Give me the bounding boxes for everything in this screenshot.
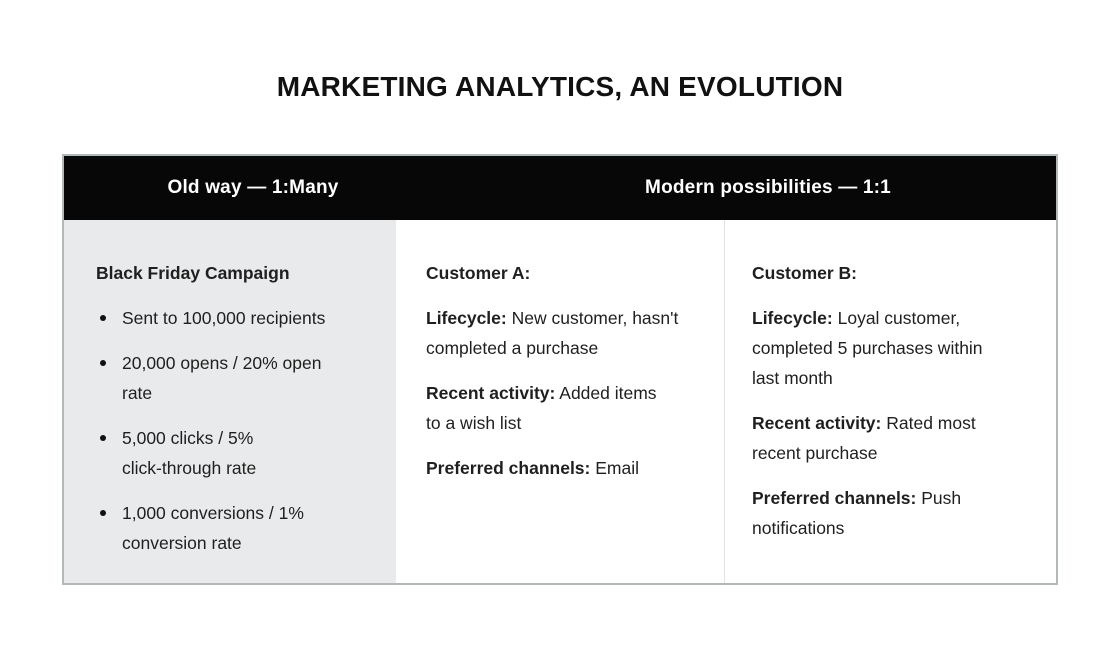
customer-b-recent-activity: Recent activity: Rated most recent purch… (752, 408, 1032, 468)
column-customer-a: Customer A: Lifecycle: New customer, has… (396, 220, 725, 583)
table-header-row: Old way — 1:Many Modern possibilities — … (64, 156, 1056, 220)
field-value: Loyal customer, completed 5 purchases wi… (752, 308, 983, 388)
bullet-item-opens: 20,000 opens / 20% open rate (96, 348, 364, 408)
bullet-dot-icon (100, 510, 106, 516)
column-black-friday-campaign: Black Friday Campaign Sent to 100,000 re… (64, 220, 396, 583)
field-value: Email (595, 458, 640, 478)
field-label: Recent activity: (426, 383, 556, 403)
customer-a-heading: Customer A: (426, 263, 531, 283)
header-old-way: Old way — 1:Many (167, 177, 339, 198)
bullet-text: Sent to 100,000 recipients (122, 308, 326, 328)
bullet-text: 1,000 conversions / 1% conversion rate (122, 503, 304, 553)
bullet-text: 5,000 clicks / 5% click-through rate (122, 428, 257, 478)
customer-b-heading: Customer B: (752, 263, 858, 283)
field-value: New customer, hasn't completed a purchas… (426, 308, 679, 358)
bullet-item-clicks: 5,000 clicks / 5% click-through rate (96, 423, 364, 483)
comparison-table: Old way — 1:Many Modern possibilities — … (62, 154, 1058, 585)
bullet-dot-icon (100, 315, 106, 321)
column-customer-b: Customer B: Lifecycle: Loyal customer, c… (725, 220, 1056, 583)
field-value: Rated most recent purchase (752, 413, 976, 463)
field-label: Lifecycle: (426, 308, 507, 328)
bullet-text: 20,000 opens / 20% open rate (122, 353, 322, 403)
page-title: MARKETING ANALYTICS, AN EVOLUTION (276, 71, 844, 102)
header-modern-possibilities: Modern possibilities — 1:1 (645, 177, 891, 198)
field-label: Preferred channels: (426, 458, 591, 478)
bullet-item-recipients: Sent to 100,000 recipients (96, 303, 364, 333)
bullet-dot-icon (100, 360, 106, 366)
field-value: Push notifications (752, 488, 962, 538)
bullet-dot-icon (100, 435, 106, 441)
table-body: Black Friday Campaign Sent to 100,000 re… (64, 220, 1056, 583)
field-label: Preferred channels: (752, 488, 917, 508)
bullet-item-conversions: 1,000 conversions / 1% conversion rate (96, 498, 364, 558)
customer-b-lifecycle: Lifecycle: Loyal customer, completed 5 p… (752, 303, 1032, 393)
customer-a-recent-activity: Recent activity: Added items to a wish l… (426, 378, 704, 438)
customer-b-preferred-channels: Preferred channels: Push notifications (752, 483, 1032, 543)
campaign-bullet-list: Sent to 100,000 recipients 20,000 opens … (96, 303, 364, 558)
campaign-heading: Black Friday Campaign (96, 263, 290, 283)
customer-a-lifecycle: Lifecycle: New customer, hasn't complete… (426, 303, 704, 363)
field-label: Lifecycle: (752, 308, 833, 328)
customer-a-preferred-channels: Preferred channels: Email (426, 453, 704, 483)
field-value: Added items to a wish list (426, 383, 657, 433)
field-label: Recent activity: (752, 413, 882, 433)
